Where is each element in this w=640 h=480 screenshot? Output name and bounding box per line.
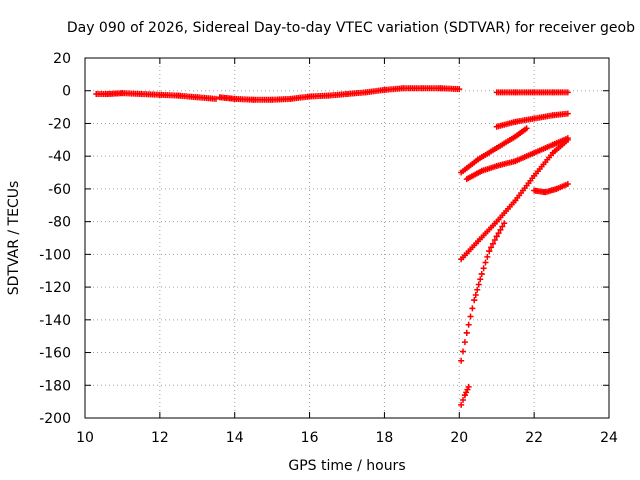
data-point <box>564 181 571 187</box>
series-7 <box>458 383 472 408</box>
y-tick-label: 20 <box>53 51 71 67</box>
data-point <box>463 329 470 336</box>
data-point <box>564 110 571 117</box>
data-point <box>523 125 530 132</box>
y-tick-label: -140 <box>39 313 71 329</box>
y-tick-label: -120 <box>39 280 71 296</box>
data-point <box>475 281 482 288</box>
y-tick-label: -160 <box>39 346 71 362</box>
data-point <box>465 321 472 328</box>
data-point <box>469 305 476 312</box>
x-tick-label: 14 <box>226 430 244 446</box>
chart-title: Day 090 of 2026, Sidereal Day-to-day VTE… <box>67 20 635 36</box>
data-point <box>484 253 491 260</box>
data-point <box>499 223 506 230</box>
data-point <box>461 339 468 346</box>
data-point <box>564 89 571 96</box>
data-point <box>489 240 496 247</box>
data-point <box>477 276 484 283</box>
data-point <box>474 286 481 293</box>
data-point <box>472 291 479 298</box>
data-point <box>493 233 500 240</box>
data-point <box>480 265 487 272</box>
x-tick-label: 24 <box>600 430 618 446</box>
x-axis-label: GPS time / hours <box>288 458 405 474</box>
series-2 <box>458 125 530 176</box>
data-point <box>478 271 485 277</box>
series-6 <box>458 220 508 364</box>
data-point <box>564 136 571 143</box>
y-tick-label: -100 <box>39 247 71 263</box>
y-tick-label: -200 <box>39 411 71 427</box>
series-3 <box>463 135 571 183</box>
data-points <box>93 85 571 408</box>
y-tick-label: -40 <box>48 149 71 165</box>
series-4 <box>458 136 571 263</box>
x-tick-label: 18 <box>376 430 394 446</box>
data-point <box>488 244 495 251</box>
x-tick-label: 10 <box>76 430 94 446</box>
data-point <box>456 86 463 93</box>
data-point <box>213 95 219 102</box>
series-0 <box>93 85 571 103</box>
data-point <box>497 226 504 233</box>
x-tick-label: 20 <box>450 430 468 446</box>
y-axis-label: SDTVAR / TECUs <box>6 181 22 296</box>
x-tick-label: 16 <box>301 430 319 446</box>
x-tick-label: 12 <box>151 430 169 446</box>
data-point <box>482 259 489 266</box>
data-point <box>460 348 467 355</box>
axis-ticks: 10 12 14 16 18 20 22 24 20 0 -20 -40 -60 -80 -100 -120 -… <box>39 51 618 446</box>
y-tick-label: 0 <box>62 84 71 100</box>
data-point <box>458 357 465 364</box>
series-1 <box>493 110 571 130</box>
data-point <box>501 220 508 227</box>
data-point <box>458 401 465 408</box>
data-point <box>495 230 502 237</box>
data-point <box>491 237 498 244</box>
y-tick-label: -180 <box>39 378 71 394</box>
data-point <box>486 248 493 255</box>
data-point <box>465 383 472 390</box>
series-5 <box>531 181 571 196</box>
y-tick-label: -20 <box>48 116 71 132</box>
y-tick-label: -60 <box>48 182 71 198</box>
data-point <box>471 297 478 304</box>
y-tick-label: -80 <box>48 215 71 231</box>
grid-lines <box>85 58 609 418</box>
plot-frame <box>84 57 610 419</box>
x-tick-label: 22 <box>525 430 543 446</box>
data-point <box>460 397 467 403</box>
data-point <box>467 313 474 320</box>
